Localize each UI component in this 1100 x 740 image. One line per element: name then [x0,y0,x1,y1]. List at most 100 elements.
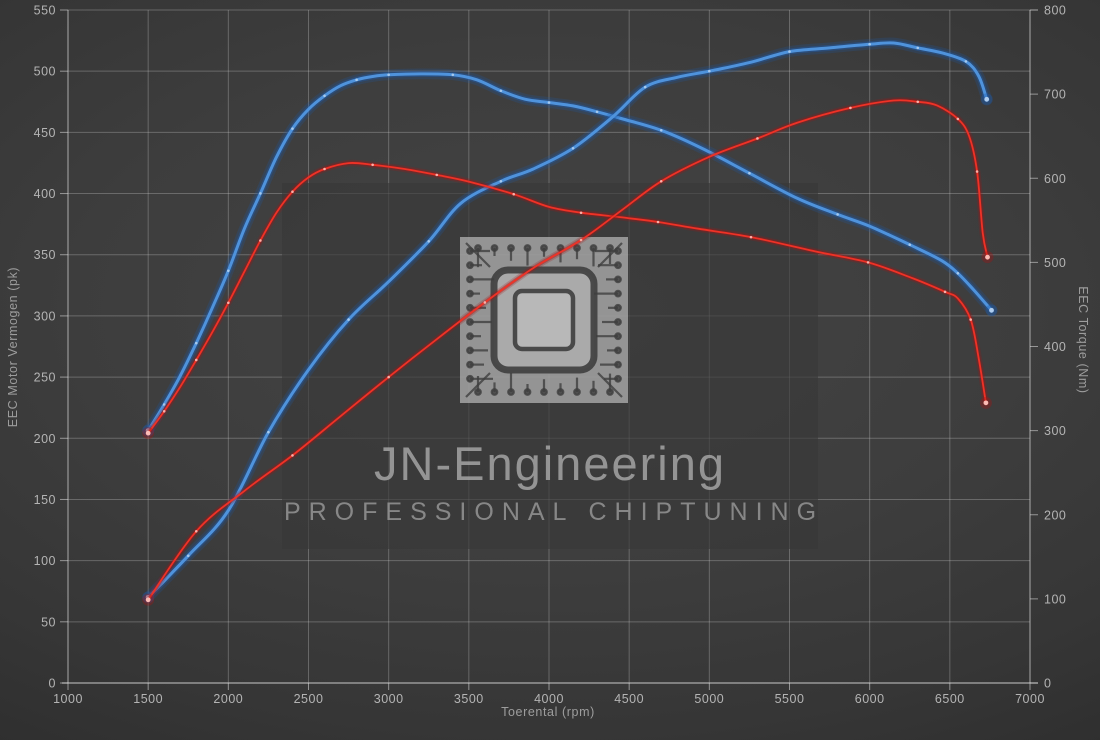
data-point-marker [659,128,663,132]
data-point-marker [643,85,647,89]
data-point-marker [323,94,326,98]
data-point-marker [267,430,270,434]
axes [60,9,1038,690]
data-point-marker [186,554,190,558]
left-tick-label: 300 [34,309,56,323]
x-tick-label: 5000 [694,692,724,706]
data-point-marker [323,167,326,171]
curve-stroke [147,162,987,434]
data-point-marker [387,375,390,379]
curve-torque-blue [142,68,998,437]
left-tick-label: 450 [34,126,56,140]
x-tick-label: 3500 [454,692,484,706]
data-point-marker [748,171,751,175]
data-point-marker [969,318,972,321]
right-tick-label: 500 [1044,256,1066,270]
data-point-marker [849,106,852,110]
data-point-marker [387,73,390,77]
data-point-marker [656,220,660,224]
right-tick-label: 0 [1044,677,1051,691]
data-point-marker [427,239,431,243]
watermark-subtitle: PROFESSIONAL CHIPTUNING [284,498,824,526]
right-tick-label: 700 [1044,88,1066,102]
data-point-marker [227,301,230,305]
x-tick-label: 5500 [775,692,805,706]
data-point-marker [291,190,294,194]
data-point-marker [756,137,759,140]
data-point-marker [512,192,516,196]
data-point-marker [499,180,503,183]
chip-watermark-image [460,237,628,403]
data-point-marker [451,73,455,77]
data-point-marker [595,110,599,114]
data-point-marker [749,235,753,239]
data-point-marker [579,211,583,215]
x-axis-title: Toerental (rpm) [501,705,595,719]
data-point-marker [162,409,166,413]
x-tick-label: 2500 [294,692,324,706]
data-point-marker [547,101,551,104]
left-tick-label: 200 [34,432,56,446]
chip-core [512,288,576,352]
data-point-marker [956,117,960,121]
right-tick-label: 800 [1044,4,1066,18]
data-point-marker [908,243,912,247]
right-tick-label: 300 [1044,424,1066,438]
data-point-marker [194,358,198,362]
x-tick-label: 7000 [1015,692,1045,706]
x-tick-label: 2000 [213,692,243,706]
curve-endpoint [984,96,990,102]
data-point-marker [227,269,230,273]
right-tick-label: 200 [1044,508,1066,522]
watermark-title: JN-Engineering [374,437,726,490]
right-axis-title: EEC Torque (Nm) [1076,286,1090,393]
data-point-marker [916,46,920,50]
data-point-marker [708,69,711,73]
x-tick-label: 4000 [534,692,564,706]
data-point-marker [291,454,294,457]
curve-endpoint [985,254,990,260]
curve-endpoint [983,400,989,406]
data-point-marker [964,60,968,63]
data-point-marker [916,100,920,104]
data-point-marker [355,78,358,82]
data-point-marker [371,163,374,167]
x-tick-label: 1500 [133,692,163,706]
left-tick-label: 150 [34,493,56,507]
right-tick-label: 600 [1044,172,1066,186]
curve-power-blue [142,37,993,604]
watermark: JN-Engineering PROFESSIONAL CHIPTUNING [282,183,824,549]
data-point-marker [499,89,503,93]
x-tick-label: 6500 [935,692,965,706]
left-tick-label: 400 [34,187,56,201]
right-tick-label: 400 [1044,340,1066,354]
x-tick-label: 4500 [614,692,644,706]
data-point-marker [194,529,198,533]
data-point-marker [788,50,791,53]
left-tick-label: 500 [34,65,56,79]
data-point-marker [347,318,350,321]
data-point-marker [259,192,262,195]
data-point-marker [483,301,487,304]
curve-endpoint [989,307,994,313]
data-point-marker [943,290,947,294]
data-point-marker [866,261,870,264]
curve-torque-red [142,159,992,440]
data-point-marker [194,341,198,345]
left-tick-label: 50 [41,615,56,629]
data-point-marker [836,213,839,216]
x-tick-label: 3000 [374,692,404,706]
data-point-marker [868,42,871,46]
curve-stroke [146,41,989,599]
data-point-marker [956,272,960,275]
data-point-marker [259,239,262,242]
x-tick-label: 6000 [855,692,885,706]
left-tick-label: 100 [34,554,56,568]
curve-endpoint [145,597,151,603]
left-axis-title: EEC Motor Vermogen (pk) [6,267,20,427]
data-point-marker [975,170,979,173]
data-point-marker [571,146,575,150]
curve-power-red [142,96,994,606]
